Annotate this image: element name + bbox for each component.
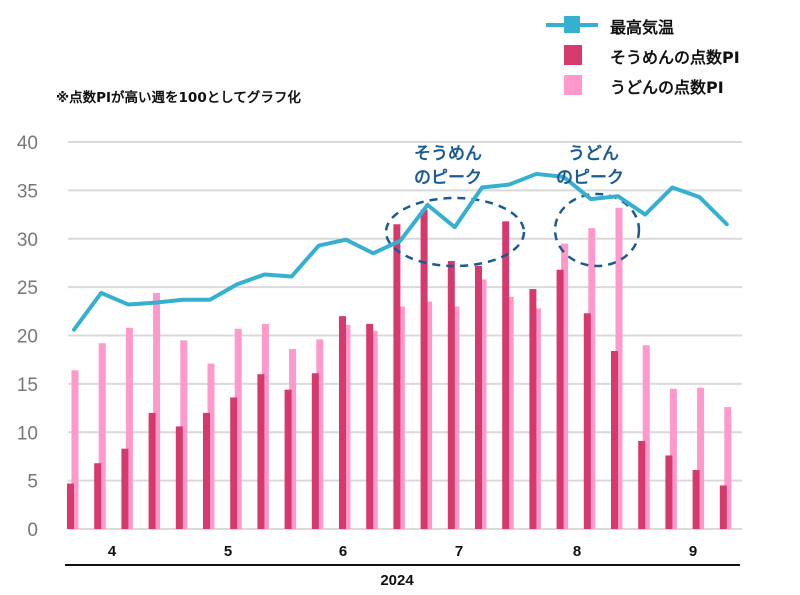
udon-bar	[125, 327, 133, 529]
annotation-line: のピーク	[414, 168, 482, 188]
udon-bar	[533, 308, 541, 529]
somen-bar	[121, 448, 129, 529]
somen-bar	[638, 440, 646, 529]
udon-peak-label: うどん のピーク	[556, 142, 624, 190]
annotation-line: そうめん	[414, 144, 482, 164]
swatch-icon	[564, 45, 582, 65]
annotation-line: うどん	[568, 144, 619, 164]
udon-bar	[98, 343, 106, 529]
somen-bar	[719, 485, 727, 529]
somen-bar	[692, 469, 700, 529]
somen-bar	[230, 397, 238, 529]
somen-bar	[665, 455, 673, 529]
udon-bar	[425, 301, 433, 529]
somen-bar	[175, 426, 183, 529]
somen-bar	[583, 313, 591, 529]
swatch-icon	[564, 75, 582, 95]
somen-bar	[311, 373, 319, 529]
legend-label: うどんの点数PI	[610, 78, 724, 97]
udon-bar	[724, 407, 732, 529]
somen-bar	[257, 374, 265, 529]
udon-bar	[452, 306, 460, 529]
somen-bar	[148, 412, 156, 529]
udon-bar	[561, 243, 569, 529]
y-tick-label: 0	[27, 520, 38, 541]
somen-bar	[529, 289, 537, 529]
legend-label: 最高気温	[610, 18, 675, 37]
udon-bar	[71, 370, 79, 529]
udon-bar	[234, 328, 242, 529]
peak-ellipses	[384, 192, 641, 268]
udon-bar	[370, 330, 378, 529]
somen-bar	[556, 269, 564, 529]
y-tick-label: 25	[17, 278, 38, 299]
udon-bar	[153, 292, 161, 529]
udon-bar	[343, 324, 351, 529]
temp-line	[72, 171, 729, 332]
udon-bar	[642, 345, 650, 529]
x-axis-year-label: 2024	[380, 572, 414, 589]
x-tick-label: 8	[573, 543, 581, 560]
somen-bar	[447, 261, 455, 529]
udon-bar	[615, 207, 623, 530]
udon-bar	[316, 339, 324, 529]
somen-bar	[339, 316, 346, 529]
somen-bar	[67, 483, 74, 529]
udon-bar	[479, 279, 487, 529]
annotation-line: のピーク	[556, 168, 624, 188]
y-tick-label: 20	[17, 327, 38, 348]
somen-peak-ellipse	[384, 196, 526, 268]
somen-bar	[611, 350, 618, 529]
chart-note: ※点数PIが高い週を100としてグラフ化	[56, 90, 301, 106]
somen-bar	[366, 323, 374, 529]
y-tick-label: 10	[17, 423, 38, 444]
somen-bar	[502, 221, 510, 529]
y-tick-label: 30	[17, 230, 38, 251]
y-tick-label: 35	[17, 181, 38, 202]
udon-bar	[588, 228, 596, 530]
udon-bar	[397, 306, 405, 529]
somen-bar	[475, 265, 482, 529]
udon-bar	[180, 340, 188, 529]
x-tick-label: 7	[455, 543, 463, 560]
udon-bar	[289, 349, 297, 529]
square-marker-icon	[564, 16, 580, 33]
udon-bar	[207, 363, 215, 529]
udon-bar	[697, 387, 705, 529]
y-tick-label: 15	[17, 375, 38, 396]
udon-bar	[669, 388, 677, 529]
x-axis: 4 5 6 7 8 9 2024	[65, 543, 740, 589]
x-tick-label: 9	[689, 543, 697, 560]
bars	[67, 207, 732, 530]
somen-bar	[203, 412, 210, 529]
udon-bar	[506, 296, 514, 529]
legend-label: そうめんの点数PI	[610, 48, 740, 67]
somen-bar	[420, 209, 428, 529]
y-tick-label: 40	[17, 133, 38, 154]
udon-peak-ellipse	[553, 192, 641, 268]
y-axis-ticks: 0 5 10 15 20 25 30 35 40	[17, 133, 38, 541]
x-tick-label: 4	[108, 543, 117, 560]
y-tick-label: 5	[27, 472, 38, 493]
somen-bar	[94, 463, 102, 529]
somen-bar	[393, 224, 401, 530]
somen-peak-label: そうめん のピーク	[414, 142, 482, 190]
somen-bar	[284, 389, 292, 529]
x-tick-label: 5	[224, 543, 232, 560]
udon-bar	[261, 323, 269, 529]
x-tick-label: 6	[339, 543, 347, 560]
